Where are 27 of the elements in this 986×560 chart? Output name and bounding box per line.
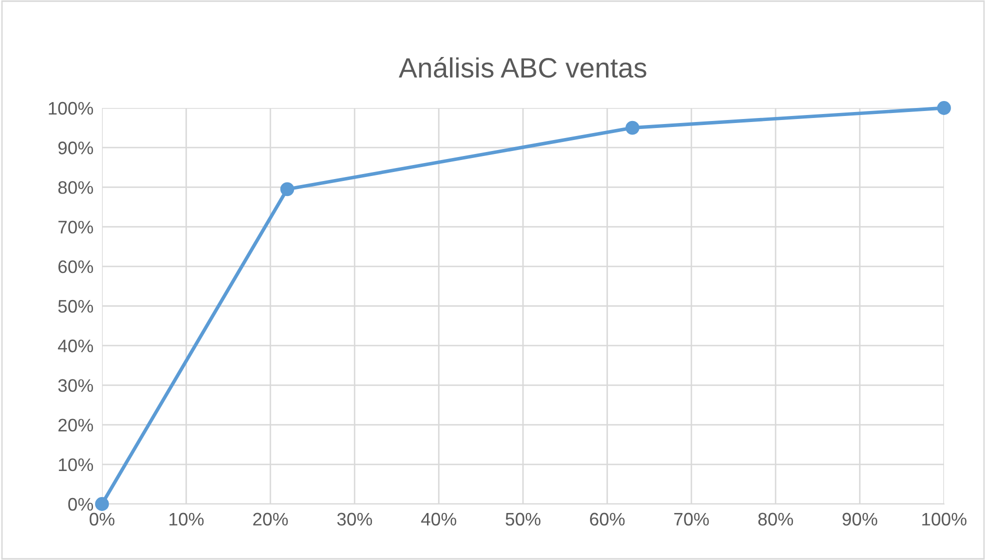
x-tick-label: 100% (922, 512, 966, 526)
y-tick-label: 30% (58, 379, 94, 392)
x-tick-label: 60% (590, 512, 625, 526)
point (626, 120, 640, 135)
y-tick-label: 90% (58, 142, 94, 154)
y-tick-label: 0% (68, 498, 94, 511)
y-tick-label: 10% (58, 458, 94, 472)
point (937, 101, 951, 115)
y-tick-label: 40% (58, 340, 94, 352)
x-tick-label: 80% (758, 512, 794, 526)
y-tick-label: 100% (48, 102, 94, 115)
x-tick-label: 20% (253, 512, 288, 526)
y-tick-label: 20% (58, 418, 94, 432)
y-tick-label: 70% (58, 220, 94, 234)
x-tick-label: 30% (337, 512, 372, 526)
x-tick-label: 70% (674, 512, 709, 526)
point (280, 182, 294, 196)
y-tick-label: 50% (58, 300, 94, 313)
x-tick-label: 10% (170, 512, 204, 526)
x-tick-label: 50% (506, 512, 540, 526)
y-tick-label: 80% (58, 181, 94, 194)
x-tick-label: 90% (842, 512, 878, 526)
point (95, 497, 109, 511)
y-tick-label: 60% (58, 260, 94, 274)
x-tick-label: 0% (90, 512, 114, 526)
x-tick-label: 40% (421, 512, 456, 526)
chart-title: Análisis ABC ventas (398, 56, 646, 78)
